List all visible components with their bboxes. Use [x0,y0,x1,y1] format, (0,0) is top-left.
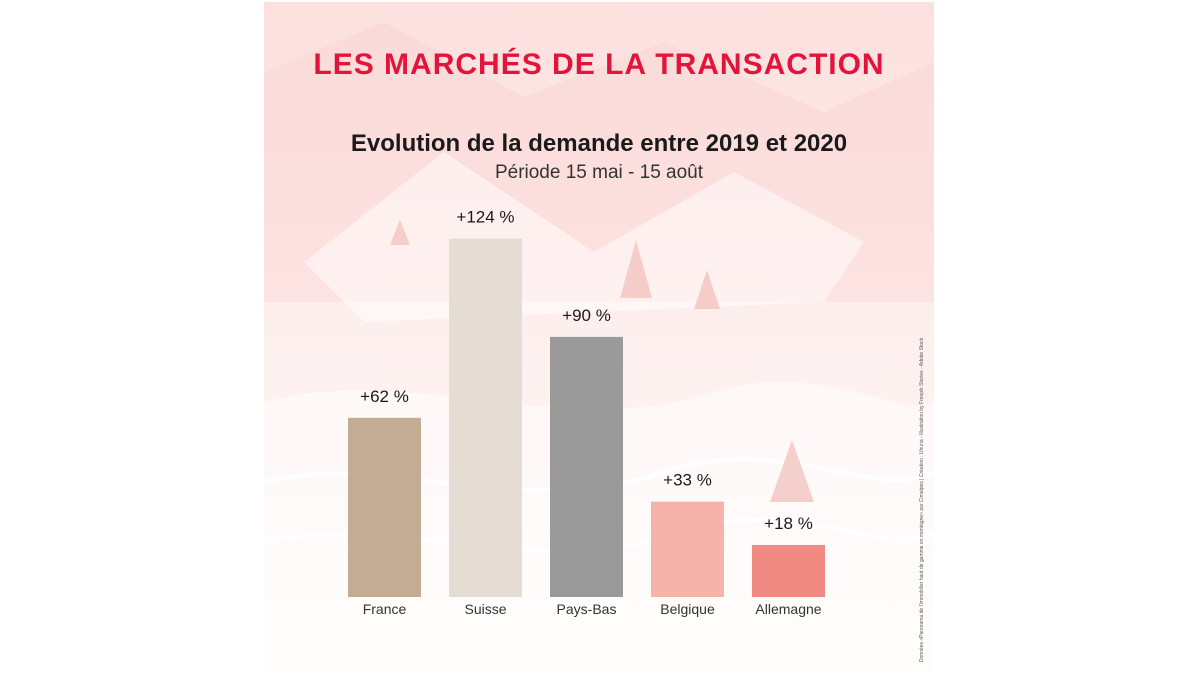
page-title: LES MARCHÉS DE LA TRANSACTION [313,48,885,81]
value-label-suisse: +124 % [456,208,514,227]
bar-chart: +62 % France +124 % Suisse +90 % Pays-Bas +33 … [348,208,825,617]
bar-belgique [651,501,724,597]
bar-allemagne [752,544,825,597]
category-label-suisse: Suisse [464,601,506,617]
infographic-card: LES MARCHÉS DE LA TRANSACTION Evolution … [264,2,934,673]
value-label-pays-bas: +90 % [562,306,611,325]
value-label-france: +62 % [360,387,409,406]
value-label-belgique: +33 % [663,471,712,490]
bar-pays-bas [550,336,623,597]
category-label-allemagne: Allemagne [755,601,821,617]
tree-icon [390,220,814,502]
chart-period: Période 15 mai - 15 août [494,162,704,183]
category-label-pays-bas: Pays-Bas [557,601,617,617]
photo-credit: Données «Panorama de l'immobilier haut d… [919,337,925,662]
value-label-allemagne: +18 % [764,514,813,533]
category-label-france: France [363,601,407,617]
bar-suisse [449,238,522,597]
bar-france [348,417,421,597]
category-label-belgique: Belgique [660,601,715,617]
chart-subtitle: Evolution de la demande entre 2019 et 20… [350,130,848,157]
